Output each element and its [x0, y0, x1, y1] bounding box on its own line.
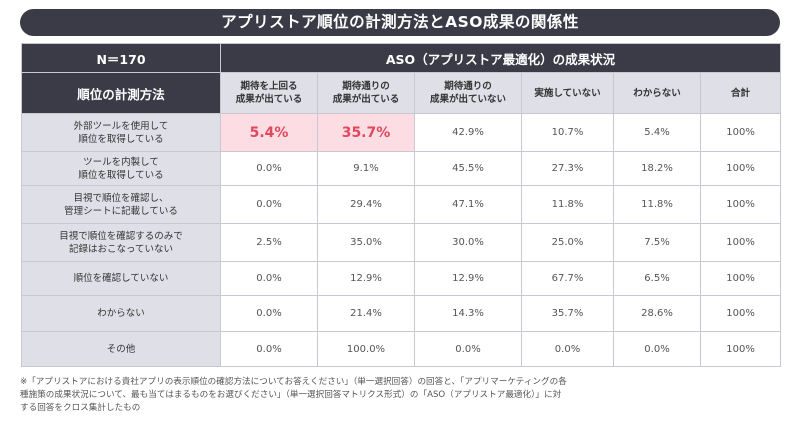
column-header-line: 期待通りの: [444, 81, 492, 92]
value-cell: 100%: [699, 223, 782, 262]
value-cell: 12.9%: [414, 261, 522, 296]
highlighted-value-cell: 35.7%: [317, 113, 415, 152]
value-cell: 42.9%: [414, 113, 522, 152]
value-cell: 45.5%: [414, 151, 522, 186]
column-header-line: 期待通りの: [342, 81, 390, 92]
column-header: 期待通りの成果が出ていない: [414, 72, 522, 114]
column-header-line: 成果が出ている: [235, 94, 303, 105]
row-label: その他: [21, 331, 221, 367]
row-label: 目視で順位を確認し、 管理シートに記載している: [21, 185, 221, 224]
row-label-line: 記録はおこなっていない: [68, 243, 174, 255]
value-cell: 47.1%: [414, 185, 522, 224]
column-header-line: 成果が出ていない: [429, 94, 506, 105]
column-header-line: 期待を上回る: [240, 81, 298, 92]
row-label-line: 順位を取得している: [78, 133, 164, 145]
value-cell: 12.9%: [317, 261, 415, 296]
row-label-line: 目視で順位を確認するのみで: [59, 230, 183, 242]
column-header-line: わからない: [633, 87, 681, 99]
value-cell: 14.3%: [414, 295, 522, 332]
value-cell: 100%: [699, 295, 782, 332]
value-cell: 25.0%: [521, 223, 614, 262]
table-row: 外部ツールを使用して 順位を取得している 5.4% 35.7% 42.9% 10.7% 5.…: [21, 113, 782, 152]
value-cell: 28.6%: [613, 295, 701, 332]
row-label-line: わからない: [97, 308, 145, 319]
row-label: 外部ツールを使用して 順位を取得している: [21, 113, 221, 152]
table-row: わからない 0.0% 21.4% 14.3% 35.7% 28.6% 100%: [21, 295, 782, 332]
table-row: ツールを内製して 順位を取得している 0.0% 9.1% 45.5% 27.3% 18.2%…: [21, 151, 782, 186]
value-cell: 9.1%: [317, 151, 415, 186]
column-header-line: 成果が出ている: [332, 94, 400, 105]
value-cell: 30.0%: [414, 223, 522, 262]
column-header: わからない: [613, 72, 701, 114]
row-label-line: その他: [106, 343, 136, 355]
value-cell: 11.8%: [613, 185, 701, 224]
row-label: ツールを内製して 順位を取得している: [21, 151, 221, 186]
value-cell: 6.5%: [613, 261, 701, 296]
row-label: 順位を確認していない: [21, 261, 221, 296]
table-row: 目視で順位を確認し、 管理シートに記載している 0.0% 29.4% 47.1% 11.8…: [21, 185, 782, 224]
value-cell: 10.7%: [521, 113, 614, 152]
column-header: 合計: [699, 72, 782, 114]
value-cell: 0.0%: [414, 331, 522, 367]
aso-group-header: ASO（アプリストア最適化）の成果状況: [219, 43, 782, 73]
cross-tab-table: N＝170 ASO（アプリストア最適化）の成果状況 順位の計測方法 期待を上回る…: [21, 43, 782, 367]
value-cell: 11.8%: [521, 185, 614, 224]
column-header-line: 実施していない: [534, 87, 601, 99]
footnote: ※「アプリストアにおける貴社アプリの表示順位の確認方法についてお答えください」（…: [20, 376, 780, 415]
value-cell: 0.0%: [220, 331, 318, 367]
value-cell: 27.3%: [521, 151, 614, 186]
value-cell: 100%: [699, 261, 782, 296]
sample-size-label: N＝170: [21, 43, 221, 73]
value-cell: 100%: [699, 185, 782, 224]
value-cell: 5.4%: [613, 113, 701, 152]
column-header: 期待通りの成果が出ている: [317, 72, 415, 114]
table-row: その他 0.0% 100.0% 0.0% 0.0% 0.0% 100%: [21, 331, 782, 367]
row-label-line: ツールを内製して: [83, 156, 159, 168]
row-header-title: 順位の計測方法: [21, 72, 221, 114]
highlighted-value-cell: 5.4%: [220, 113, 318, 152]
chart-title: アプリストア順位の計測方法とASO成果の関係性: [20, 9, 780, 36]
footnote-line: する回答をクロス集計したもの: [20, 403, 141, 413]
value-cell: 35.0%: [317, 223, 415, 262]
value-cell: 0.0%: [220, 261, 318, 296]
column-header: 期待を上回る 成果が出ている: [220, 72, 318, 114]
footnote-line: 種施策の成果状況について、最も当てはまるものをお選びください」（単一選択回答マト…: [20, 390, 562, 400]
value-cell: 21.4%: [317, 295, 415, 332]
value-cell: 0.0%: [613, 331, 701, 367]
value-cell: 2.5%: [220, 223, 318, 262]
value-cell: 18.2%: [613, 151, 701, 186]
value-cell: 0.0%: [521, 331, 614, 367]
value-cell: 7.5%: [613, 223, 701, 262]
value-cell: 67.7%: [521, 261, 614, 296]
row-label: 目視で順位を確認するのみで 記録はおこなっていない: [21, 223, 221, 262]
footnote-line: ※「アプリストアにおける貴社アプリの表示順位の確認方法についてお答えください」（…: [20, 377, 567, 387]
value-cell: 100.0%: [317, 331, 415, 367]
value-cell: 0.0%: [220, 185, 318, 224]
column-header-line: 合計: [731, 87, 751, 99]
table-row: 目視で順位を確認するのみで 記録はおこなっていない 2.5% 35.0% 30.0% 25…: [21, 223, 782, 262]
table-row: 順位を確認していない 0.0% 12.9% 12.9% 67.7% 6.5% 100%: [21, 261, 782, 296]
value-cell: 100%: [699, 113, 782, 152]
value-cell: 35.7%: [521, 295, 614, 332]
row-label-line: 順位を確認していない: [73, 273, 169, 284]
value-cell: 100%: [699, 331, 782, 367]
row-label-line: 管理シートに記載している: [64, 205, 178, 217]
row-label: わからない: [21, 295, 221, 332]
row-label-line: 目視で順位を確認し、: [73, 192, 169, 204]
value-cell: 29.4%: [317, 185, 415, 224]
value-cell: 0.0%: [220, 295, 318, 332]
column-header: 実施していない: [521, 72, 614, 114]
row-label-line: 順位を取得している: [78, 169, 164, 181]
value-cell: 100%: [699, 151, 782, 186]
row-label-line: 外部ツールを使用して: [73, 120, 169, 132]
value-cell: 0.0%: [220, 151, 318, 186]
